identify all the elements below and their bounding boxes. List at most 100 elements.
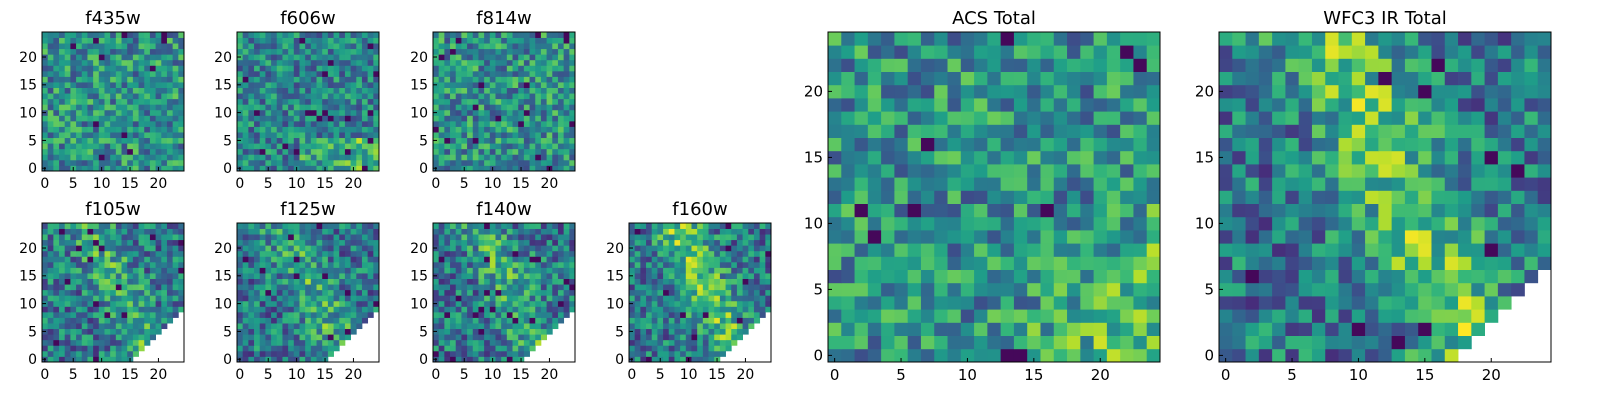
heatmap-cell <box>854 98 869 112</box>
heatmap-cell <box>714 306 721 313</box>
heatmap-cell <box>299 115 306 122</box>
heatmap-cell <box>1040 216 1055 231</box>
y-tick-label: 10 <box>214 297 232 313</box>
heatmap-cell <box>691 261 698 268</box>
heatmap-cell <box>121 65 128 72</box>
heatmap-cell <box>310 261 317 268</box>
heatmap-cell <box>501 104 508 111</box>
heatmap-cell <box>93 261 100 268</box>
heatmap-cell <box>144 261 151 268</box>
heatmap-cell <box>674 350 681 357</box>
heatmap-cell <box>316 289 323 296</box>
heatmap-cell <box>467 148 474 155</box>
heatmap-cell <box>540 48 547 55</box>
heatmap-cell <box>1067 177 1081 191</box>
heatmap-cell <box>59 267 66 274</box>
heatmap-cell <box>293 126 300 133</box>
heatmap-cell <box>563 76 570 83</box>
heatmap-cell <box>1040 348 1055 363</box>
heatmap-cell <box>138 65 145 72</box>
heatmap-cell <box>110 306 117 313</box>
heatmap-cell <box>356 109 363 116</box>
heatmap-cell <box>552 317 559 324</box>
heatmap-cell <box>299 234 306 241</box>
heatmap-cell <box>98 143 105 150</box>
heatmap-cell <box>310 239 317 246</box>
heatmap-cell <box>1013 348 1028 363</box>
heatmap-cell <box>512 137 519 144</box>
heatmap-cell <box>1067 282 1081 297</box>
heatmap-cell <box>299 256 306 263</box>
heatmap-cell <box>265 59 272 66</box>
heatmap-cell <box>552 239 559 246</box>
heatmap-cell <box>42 334 49 341</box>
heatmap-cell <box>725 334 732 341</box>
heatmap-cell <box>271 273 278 279</box>
heatmap-cell <box>339 137 346 144</box>
heatmap-cell <box>438 109 445 116</box>
heatmap-cell <box>960 348 975 363</box>
heatmap-cell <box>1013 177 1028 191</box>
heatmap-cell <box>518 93 525 100</box>
heatmap-cell <box>708 245 715 252</box>
heatmap-cell <box>668 239 675 246</box>
heatmap-cell <box>293 32 300 38</box>
heatmap-cell <box>259 154 266 161</box>
heatmap-cell <box>529 70 536 77</box>
y-tick-label: 5 <box>223 133 232 149</box>
heatmap-cell <box>438 350 445 357</box>
heatmap-cell <box>646 234 653 241</box>
heatmap-cell <box>557 120 565 127</box>
heatmap-cell <box>680 273 687 279</box>
heatmap-cell <box>305 239 312 246</box>
heatmap-cell <box>115 295 122 302</box>
heatmap-cell <box>535 245 542 252</box>
heatmap-cell <box>546 54 553 61</box>
heatmap-cell <box>1000 58 1015 72</box>
heatmap-cell <box>455 278 462 285</box>
heatmap-cell <box>433 43 440 50</box>
heatmap-cell <box>748 306 755 313</box>
heatmap-cell <box>987 84 1002 99</box>
heatmap-cell <box>495 104 502 111</box>
heatmap-cell <box>691 256 698 263</box>
heatmap-cell <box>731 261 738 268</box>
heatmap-cell <box>127 137 134 144</box>
heatmap-cell <box>461 234 468 241</box>
y-tick-label: 0 <box>223 352 232 368</box>
heatmap-cell <box>356 126 363 133</box>
heatmap-cell <box>161 143 168 150</box>
heatmap-cell <box>132 70 139 77</box>
heatmap-cell <box>81 137 88 144</box>
heatmap-cell <box>81 223 88 229</box>
heatmap-cell <box>47 234 54 241</box>
heatmap-cell <box>894 230 909 244</box>
heatmap-cell <box>714 350 721 357</box>
heatmap-cell <box>76 245 83 252</box>
heatmap-cell <box>339 159 346 166</box>
heatmap-cell <box>867 216 882 231</box>
heatmap-cell <box>501 76 508 83</box>
heatmap-cell <box>646 300 653 307</box>
heatmap-cell <box>867 256 882 270</box>
heatmap-cell <box>350 87 357 94</box>
x-tick-label: 10 <box>958 366 977 384</box>
heatmap-cell <box>161 70 168 77</box>
heatmap-cell <box>495 284 502 291</box>
heatmap-cell <box>282 356 289 363</box>
heatmap-cell <box>697 278 704 285</box>
heatmap-cell <box>1053 150 1068 165</box>
heatmap-cell <box>288 87 295 94</box>
heatmap-cell <box>121 148 128 155</box>
heatmap-cell <box>472 261 479 268</box>
heatmap-cell <box>495 289 502 296</box>
heatmap-cell <box>736 261 743 268</box>
heatmap-cell <box>115 267 122 274</box>
heatmap-cell <box>87 59 94 66</box>
heatmap-cell <box>64 284 71 291</box>
heatmap-cell <box>42 115 49 122</box>
heatmap-cell <box>719 223 726 229</box>
heatmap-cell <box>867 111 882 125</box>
heatmap-cell <box>339 306 346 313</box>
heatmap-cell <box>166 306 174 313</box>
